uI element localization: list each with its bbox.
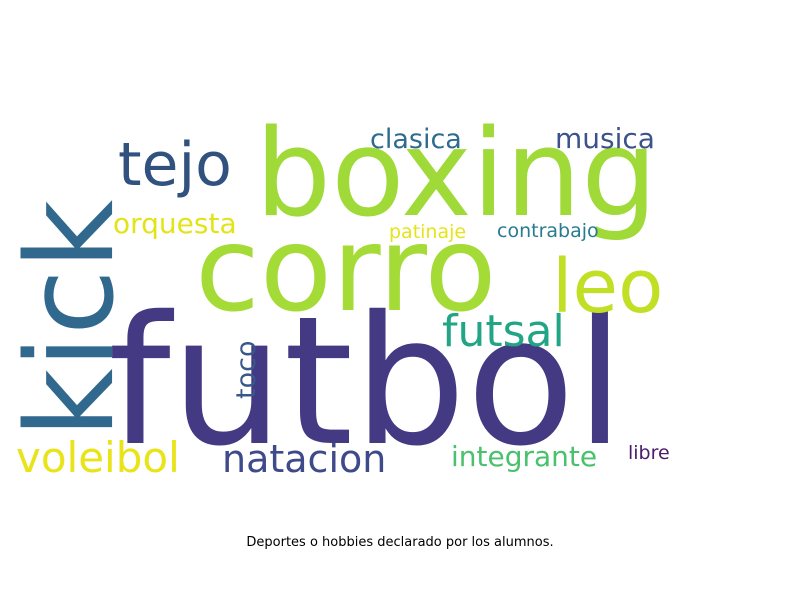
word-patinaje: patinaje	[389, 221, 466, 243]
word-corro: corro	[195, 200, 497, 338]
word-kick: kick	[2, 199, 141, 438]
word-boxing: boxing	[255, 105, 657, 244]
word-contrabajo: contrabajo	[497, 220, 599, 242]
word-futbol: futbol	[108, 278, 625, 485]
word-integrante: integrante	[451, 440, 597, 473]
word-musica: musica	[555, 122, 655, 155]
word-futsal: futsal	[442, 306, 565, 357]
word-natacion: natacion	[222, 437, 386, 481]
word-toco: toco	[231, 341, 262, 399]
word-libre: libre	[628, 442, 670, 464]
word-orquesta: orquesta	[113, 207, 237, 240]
word-clasica: clasica	[370, 124, 462, 155]
word-voleibol: voleibol	[16, 433, 180, 482]
word-tejo: tejo	[118, 130, 232, 200]
word-leo: leo	[552, 244, 663, 330]
figure-caption: Deportes o hobbies declarado por los alu…	[246, 535, 554, 550]
